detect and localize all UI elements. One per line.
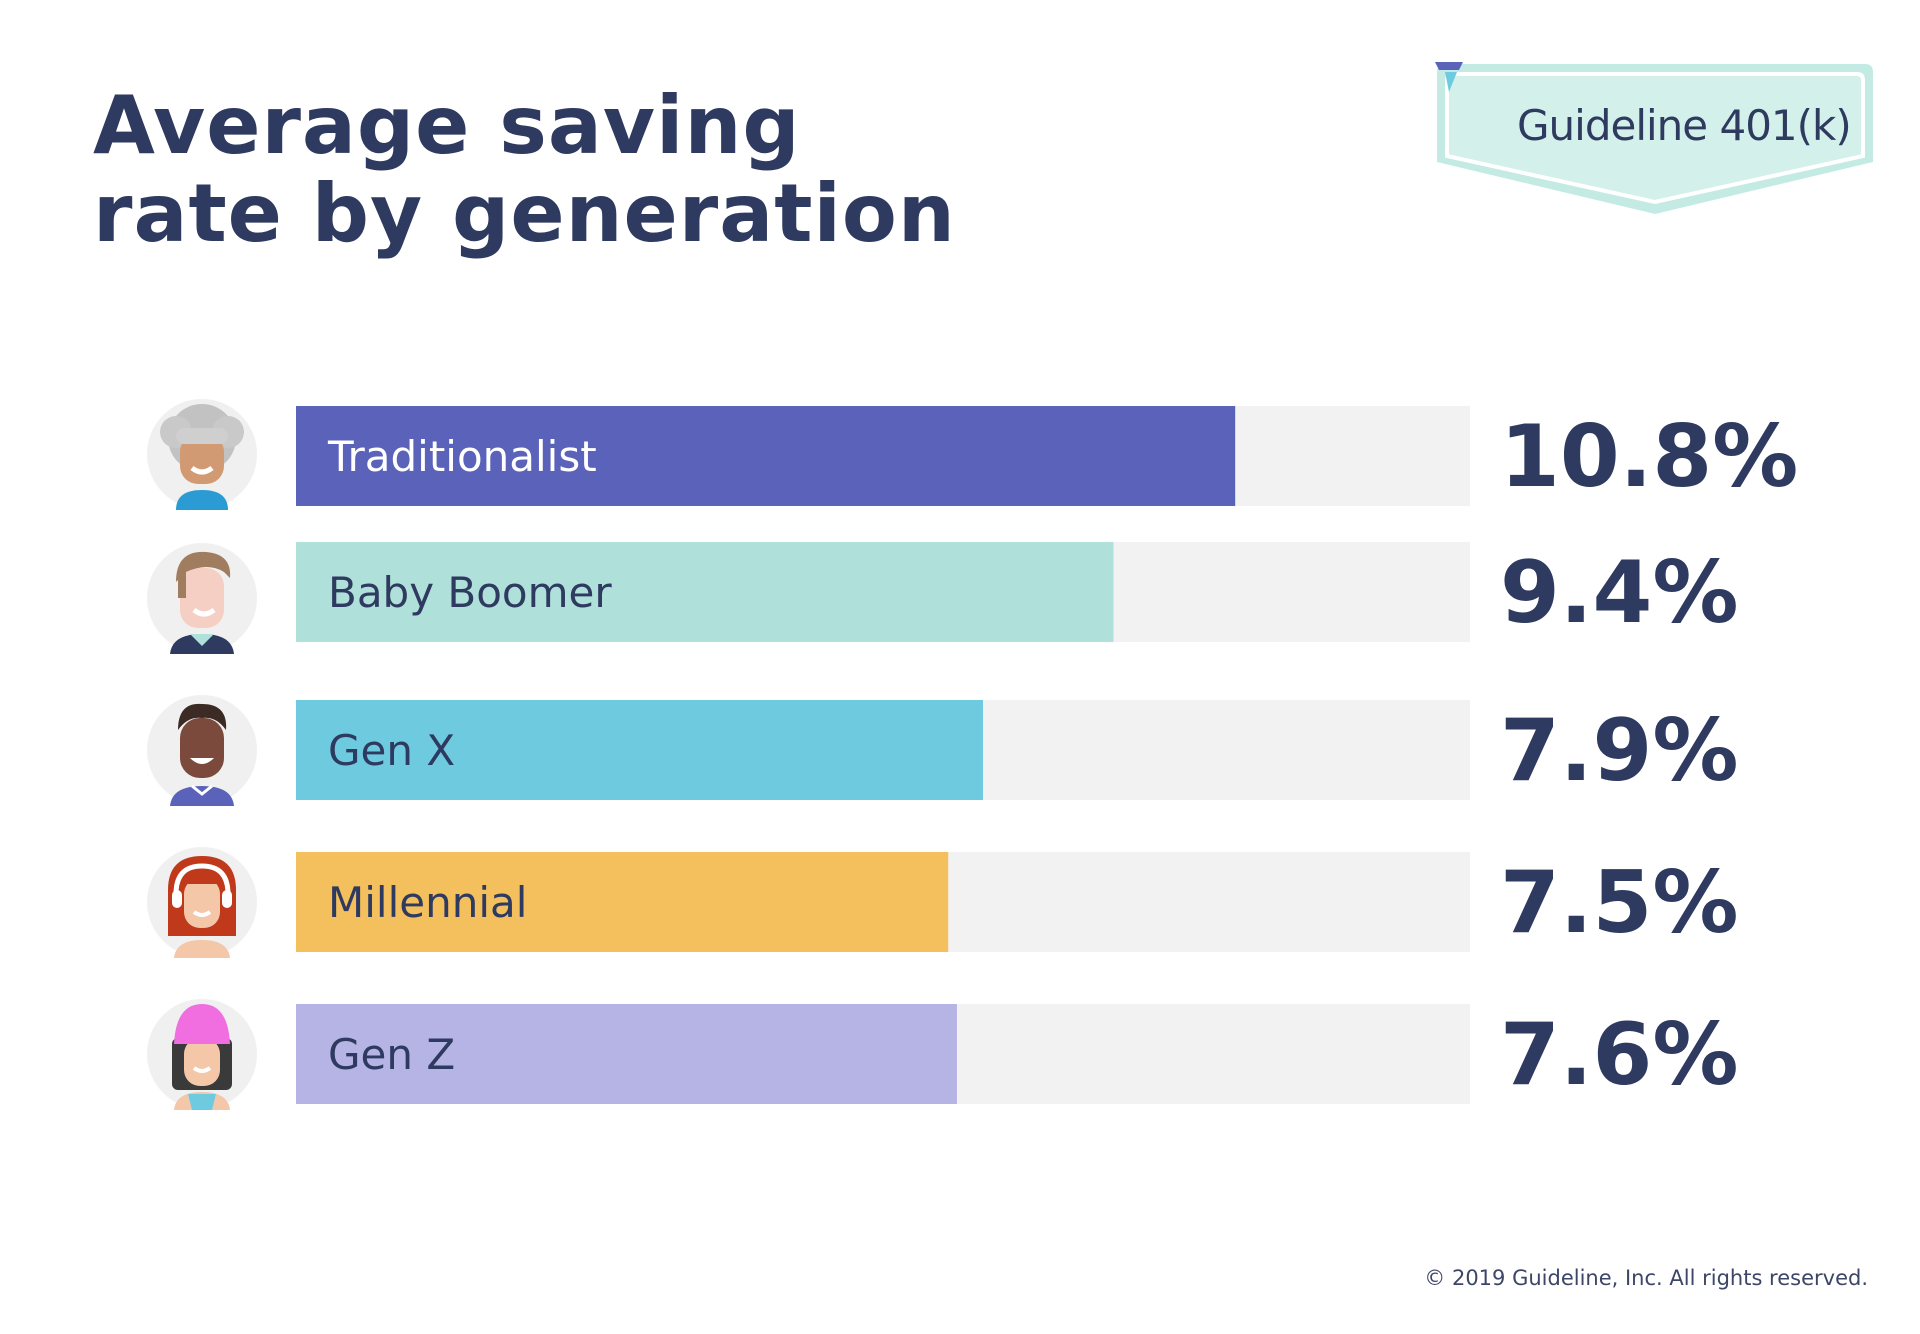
bar-baby-boomer	[296, 542, 1114, 642]
chart-title-line-2: rate by generation	[93, 167, 956, 260]
value-label-baby-boomer: 9.4%	[1500, 543, 1739, 643]
gen-x-avatar-icon	[147, 695, 257, 806]
gen-z-avatar-icon	[147, 999, 257, 1110]
category-label-baby-boomer: Baby Boomer	[328, 568, 612, 617]
guideline-logo-icon	[1435, 62, 1463, 92]
category-label-gen-x: Gen X	[328, 726, 455, 775]
chart-title-line-1: Average saving	[93, 79, 801, 172]
millennial-avatar-icon	[147, 847, 257, 958]
value-label-gen-z: 7.6%	[1500, 1005, 1739, 1105]
copyright-footer: © 2019 Guideline, Inc. All rights reserv…	[1424, 1266, 1868, 1290]
category-label-millennial: Millennial	[328, 878, 527, 927]
traditionalist-avatar-icon	[147, 399, 257, 510]
value-label-traditionalist: 10.8%	[1500, 407, 1798, 507]
category-label-traditionalist: Traditionalist	[327, 432, 597, 481]
bar-gen-z	[296, 1004, 957, 1104]
logo-text: Guideline 401(k)	[1517, 101, 1852, 150]
chart-title: Average saving rate by generation	[93, 82, 956, 258]
category-label-gen-z: Gen Z	[328, 1030, 455, 1079]
baby-boomer-avatar-icon	[147, 543, 257, 654]
guideline-logo: Guideline 401(k)	[1433, 60, 1877, 220]
bar-millennial	[296, 852, 949, 952]
value-label-millennial: 7.5%	[1500, 853, 1739, 953]
value-label-gen-x: 7.9%	[1500, 701, 1739, 801]
bar-gen-x	[296, 700, 984, 800]
bar-traditionalist	[296, 406, 1236, 506]
